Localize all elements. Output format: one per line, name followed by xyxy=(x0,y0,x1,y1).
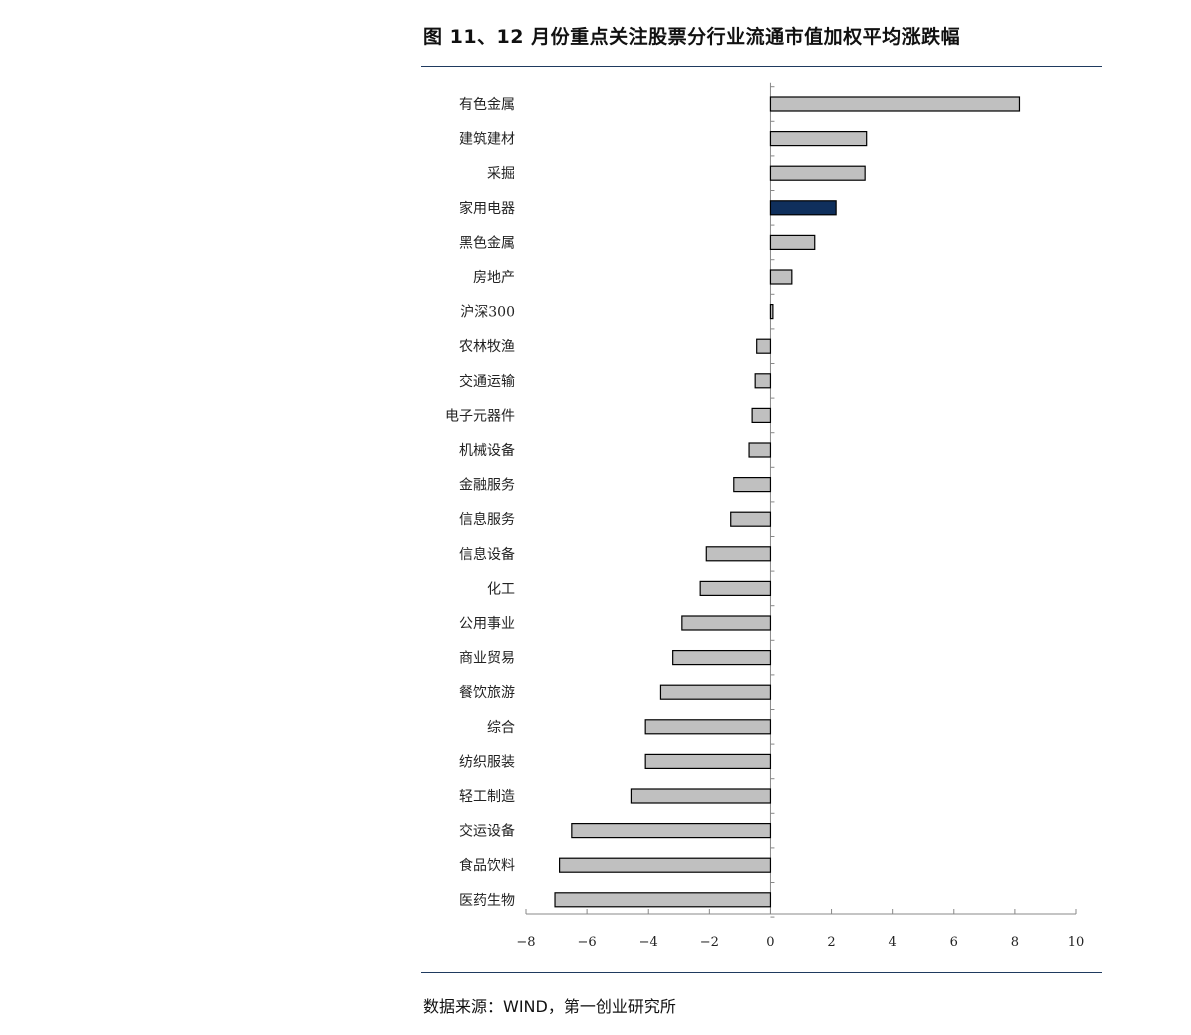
bar xyxy=(644,753,772,770)
category-label: 餐饮旅游 xyxy=(459,685,515,701)
bar xyxy=(554,892,772,908)
category-label: 黑色金属 xyxy=(459,234,515,251)
bar xyxy=(659,684,772,700)
category-label: 交通运输 xyxy=(459,373,515,390)
x-tick-label: 8 xyxy=(1011,935,1019,950)
category-label: 沪深300 xyxy=(460,305,515,321)
category-label: 医药生物 xyxy=(459,893,515,909)
category-label: 轻工制造 xyxy=(459,789,515,805)
category-label: 食品饮料 xyxy=(459,857,515,874)
tick-labels: −8 −6 −4 −2 0 2 4 6 8 10 xyxy=(516,935,1084,950)
bar xyxy=(699,580,772,596)
bar xyxy=(751,407,772,423)
category-label: 农林牧渔 xyxy=(459,339,515,355)
axes xyxy=(525,82,1077,918)
bar xyxy=(672,649,772,666)
category-label: 信息服务 xyxy=(459,511,515,528)
bar xyxy=(769,165,866,181)
category-label: 交运设备 xyxy=(459,823,515,840)
x-tick-label: 2 xyxy=(827,935,835,950)
category-label: 有色金属 xyxy=(459,96,515,113)
bar xyxy=(748,442,772,458)
x-tick-label: 4 xyxy=(889,935,897,950)
bar xyxy=(769,200,837,216)
bars xyxy=(554,96,1021,908)
category-label: 化工 xyxy=(487,581,515,597)
x-tick-label: 0 xyxy=(766,935,774,950)
bar xyxy=(705,546,772,562)
category-label: 房地产 xyxy=(473,270,515,286)
bar xyxy=(769,234,816,250)
x-tick-label: −6 xyxy=(578,935,597,950)
bottom-rule xyxy=(421,972,1102,973)
bar xyxy=(644,719,772,735)
bar xyxy=(769,269,793,285)
bar xyxy=(571,822,772,839)
category-label: 金融服务 xyxy=(459,478,515,494)
category-label: 纺织服装 xyxy=(459,754,515,770)
top-rule xyxy=(421,66,1102,67)
category-label: 公用事业 xyxy=(459,616,515,632)
bar xyxy=(769,96,1021,112)
figure-title: 图 11、12 月份重点关注股票分行业流通市值加权平均涨跌幅 xyxy=(423,26,961,48)
bar xyxy=(769,130,868,147)
bar xyxy=(733,477,772,493)
x-tick-label: −8 xyxy=(516,935,535,950)
bar xyxy=(630,788,772,804)
bar xyxy=(681,615,772,631)
category-label: 家用电器 xyxy=(459,200,515,217)
category-label: 采掘 xyxy=(487,166,515,182)
x-tick-label: −4 xyxy=(639,935,658,950)
x-tick-label: 6 xyxy=(950,935,958,950)
category-label: 机械设备 xyxy=(459,442,515,459)
category-label: 信息设备 xyxy=(459,546,515,563)
x-tick-label: −2 xyxy=(700,935,719,950)
bar xyxy=(730,511,772,527)
bar xyxy=(756,338,772,354)
category-label: 电子元器件 xyxy=(445,408,515,424)
x-tick-label: 10 xyxy=(1068,935,1085,950)
bar xyxy=(769,304,774,320)
category-label: 商业贸易 xyxy=(459,651,515,667)
bar xyxy=(559,857,772,873)
source-note: 数据来源：WIND，第一创业研究所 xyxy=(423,997,676,1016)
category-label: 建筑建材 xyxy=(459,132,515,148)
bar xyxy=(754,373,772,389)
category-label: 综合 xyxy=(487,720,515,736)
